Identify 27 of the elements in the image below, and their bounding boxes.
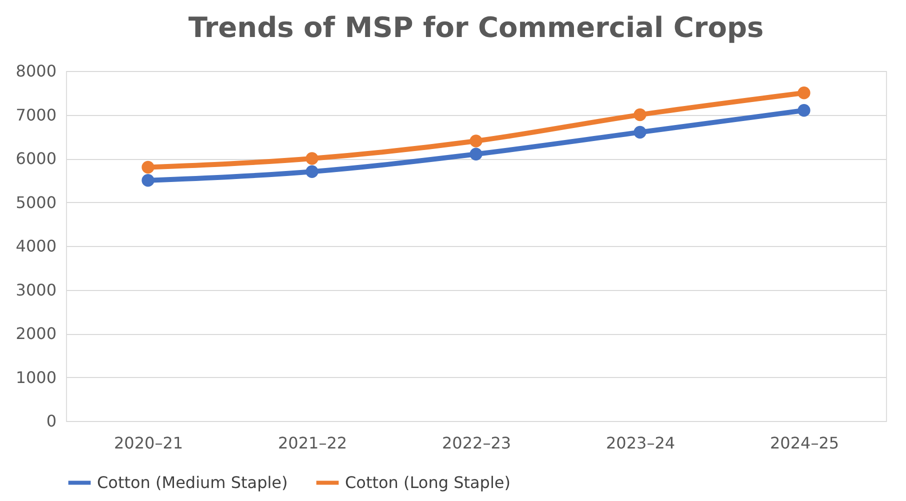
x-tick-label: 2022–23 <box>442 434 512 452</box>
y-tick-label: 0 <box>46 412 56 430</box>
point <box>798 86 810 100</box>
x-tick-label: 2024–25 <box>770 434 840 452</box>
y-tick-label: 8000 <box>16 62 56 80</box>
point <box>634 126 646 139</box>
x-tick-label: 2021–22 <box>278 434 348 452</box>
x-tick-label: 2020–21 <box>114 434 184 452</box>
legend-label: Cotton (Medium Staple) <box>97 472 288 492</box>
point <box>798 104 810 117</box>
point <box>470 148 482 160</box>
y-tick-label: 2000 <box>16 324 56 343</box>
chart-title: Trends of MSP for Commercial Crops <box>188 11 764 44</box>
legend-label: Cotton (Long Staple) <box>345 472 510 492</box>
y-tick-label: 5000 <box>16 192 56 212</box>
y-tick-label: 4000 <box>16 236 56 256</box>
point <box>306 152 318 165</box>
point <box>306 165 318 178</box>
x-tick-label: 2023–24 <box>606 434 676 452</box>
y-tick-label: 1000 <box>16 368 56 387</box>
point <box>470 134 482 148</box>
point <box>142 174 154 187</box>
y-tick-label: 7000 <box>16 105 56 124</box>
point <box>634 108 646 122</box>
y-tick-label: 6000 <box>16 149 56 168</box>
point <box>142 160 154 174</box>
y-tick-label: 3000 <box>16 280 56 300</box>
